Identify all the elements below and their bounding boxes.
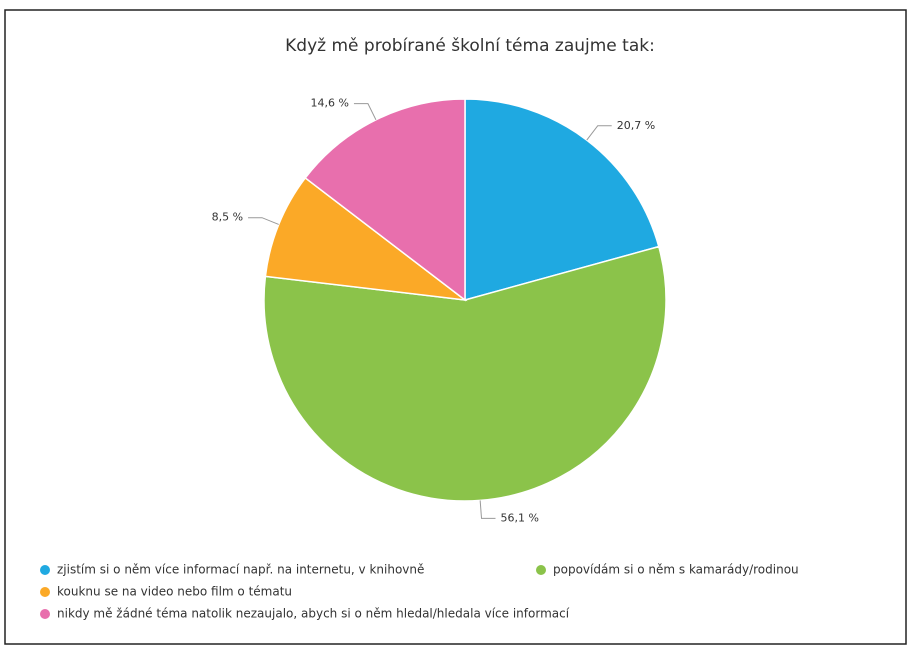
legend-label: nikdy mě žádné téma natolik nezaujalo, a… bbox=[57, 607, 570, 621]
leader-line bbox=[479, 500, 496, 519]
pie-slice bbox=[264, 176, 468, 302]
legend-marker bbox=[40, 587, 50, 597]
data-label: 20,7 % bbox=[617, 119, 655, 132]
chart-title: Když mě probírané školní téma zaujme tak… bbox=[285, 36, 655, 56]
legend-label: kouknu se na video nebo film o tématu bbox=[57, 585, 292, 599]
data-label: 56,1 % bbox=[501, 511, 539, 524]
legend-marker bbox=[40, 609, 50, 619]
data-label: 8,5 % bbox=[212, 211, 243, 224]
pie-slice bbox=[304, 98, 466, 302]
data-label: 14,6 % bbox=[310, 97, 348, 110]
leader-line bbox=[248, 217, 279, 225]
legend-marker bbox=[40, 565, 50, 575]
legend-marker bbox=[536, 565, 546, 575]
pie-slice bbox=[263, 245, 667, 502]
pie-slice bbox=[464, 98, 660, 301]
leader-line bbox=[586, 125, 612, 141]
legend-label: zjistím si o něm více informací např. na… bbox=[57, 563, 424, 577]
leader-line bbox=[353, 103, 377, 121]
legend-label: popovídám si o něm s kamarády/rodinou bbox=[553, 563, 799, 577]
